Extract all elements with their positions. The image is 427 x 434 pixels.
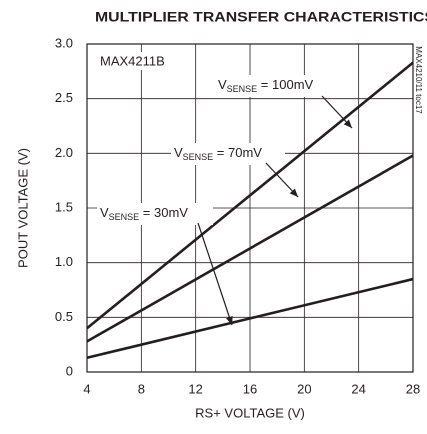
label-bg [215, 75, 341, 97]
x-tick-label: 20 [297, 381, 311, 396]
series-label-sub: SENSE [227, 84, 258, 94]
series-label-rest: = 70mV [213, 145, 262, 160]
series-label-rest: = 100mV [257, 77, 313, 92]
label-bg [171, 143, 285, 165]
y-tick-label: 2.0 [55, 145, 73, 160]
x-tick-label: 12 [188, 381, 202, 396]
label-bg [96, 52, 178, 70]
x-axis-label: RS+ VOLTAGE (V) [195, 405, 305, 420]
arrow-shaft [197, 222, 233, 326]
series-label: VSENSE = 100mV [218, 77, 314, 94]
label-bg [97, 203, 213, 225]
chart-title: MULTIPLIER TRANSFER CHARACTERISTICS [95, 9, 427, 25]
series-label-main: V [174, 145, 183, 160]
series-line [86, 154, 414, 343]
arrow-head [343, 119, 352, 128]
series-label-main: V [218, 77, 227, 92]
series-label-main: V [100, 205, 109, 220]
x-tick-label: 16 [243, 381, 257, 396]
x-tick-label: 4 [83, 381, 90, 396]
plot-frame [86, 43, 414, 373]
series-label-sub: SENSE [109, 212, 140, 222]
part-label: MAX4211B [100, 53, 165, 68]
x-tick-label: 24 [351, 381, 365, 396]
series-label-sub: SENSE [183, 152, 214, 162]
arrow-head [289, 188, 298, 197]
y-tick-label: 0 [66, 363, 73, 378]
series-label: VSENSE = 70mV [174, 145, 262, 162]
y-tick-label: 1.0 [55, 254, 73, 269]
y-tick-label: 0.5 [55, 309, 73, 324]
y-tick-label: 2.5 [55, 90, 73, 105]
x-tick-label: 28 [406, 381, 420, 396]
y-axis-label: POUT VOLTAGE (V) [15, 148, 30, 268]
series-line [86, 277, 414, 360]
y-tick-label: 1.5 [55, 199, 73, 214]
x-tick-label: 8 [138, 381, 145, 396]
series-line [86, 61, 414, 330]
arrow-head [226, 316, 233, 325]
series-label: VSENSE = 30mV [100, 205, 188, 222]
series-label-rest: = 30mV [139, 205, 188, 220]
y-tick-label: 3.0 [55, 35, 73, 50]
figure-id: MAX4210/11 toc17 [414, 46, 423, 114]
